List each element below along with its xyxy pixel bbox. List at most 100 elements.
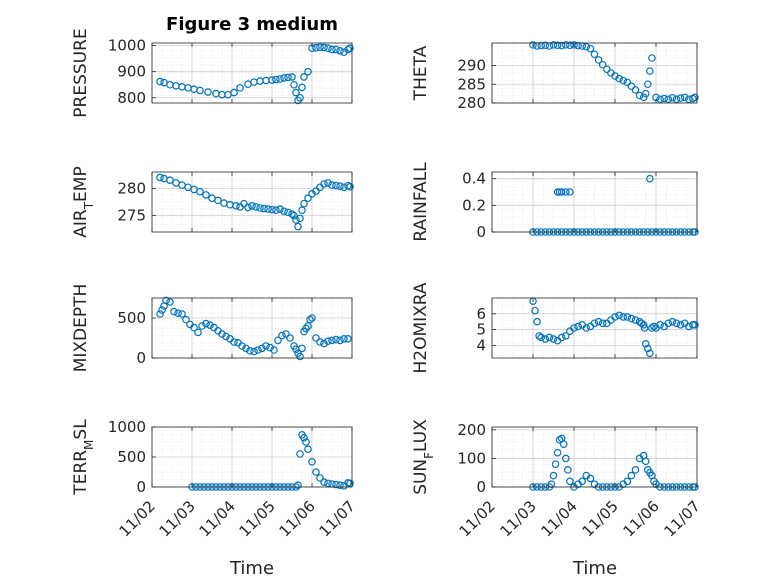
data-point <box>561 41 570 49</box>
y-axis-label-subscript: F <box>422 452 436 459</box>
data-point <box>639 93 648 102</box>
data-point <box>641 89 650 98</box>
data-point <box>549 41 558 49</box>
subplot-mixdepth: 0 500 MIXDEPTH <box>71 284 353 372</box>
data-point <box>214 196 222 205</box>
data-point <box>244 203 252 212</box>
data-point <box>574 41 582 50</box>
data-point <box>549 471 558 480</box>
data-point <box>346 44 354 53</box>
data-point <box>312 43 320 52</box>
data-point <box>312 187 320 195</box>
subplot-terr-msl: 0 500 1000 TERRMSL <box>71 418 354 496</box>
data-point <box>194 328 202 337</box>
data-point <box>586 44 595 53</box>
subplot-air-temp: 275 280 AIRTEMP <box>71 166 354 238</box>
data-point <box>300 199 308 208</box>
y-tick-label: 5 <box>476 321 486 339</box>
data-point <box>555 436 564 444</box>
data-point <box>218 330 226 338</box>
data-point <box>252 203 260 211</box>
data-point <box>320 180 328 188</box>
data-point <box>660 94 669 103</box>
data-point <box>294 222 302 231</box>
data-point <box>202 191 210 199</box>
data-point <box>304 194 312 202</box>
data-point <box>292 216 300 224</box>
data-point <box>312 468 320 476</box>
data-point <box>272 206 280 214</box>
data-point <box>196 86 204 95</box>
data-point <box>689 321 697 329</box>
data-point <box>266 343 274 352</box>
axes-box <box>151 171 353 233</box>
data-point <box>236 84 244 92</box>
data-point <box>648 324 656 332</box>
data-point <box>619 76 628 85</box>
data-point <box>302 438 310 446</box>
y-tick-label: 0.2 <box>462 196 486 214</box>
axes-box <box>491 297 698 359</box>
data-point <box>646 67 654 75</box>
data-point <box>340 334 348 343</box>
data-point <box>643 80 652 89</box>
y-tick-label: 900 <box>117 63 146 81</box>
y-tick-label: 0.4 <box>462 170 486 188</box>
data-point <box>296 93 304 102</box>
y-axis-label-part: SUN <box>411 459 431 495</box>
y-axis-label-subscript: T <box>82 201 96 210</box>
data-point <box>166 298 174 306</box>
data-point <box>324 44 332 53</box>
data-point <box>561 454 570 463</box>
data-point <box>640 324 649 332</box>
data-point <box>242 344 250 353</box>
data-point <box>246 346 254 355</box>
data-point <box>166 176 174 184</box>
axes-box <box>491 171 698 233</box>
data-point <box>598 60 607 69</box>
data-point <box>304 67 312 76</box>
y-tick-label: 285 <box>457 75 486 93</box>
y-tick-label: 200 <box>457 421 486 439</box>
data-point <box>158 306 166 314</box>
data-point <box>531 306 539 315</box>
data-point <box>332 480 340 489</box>
data-point <box>691 93 699 102</box>
y-tick-label: 290 <box>457 57 486 75</box>
y-axis-label-part: LUX <box>411 419 431 452</box>
data-point <box>586 474 595 483</box>
data-point <box>561 332 570 340</box>
y-tick-label: 500 <box>117 448 146 466</box>
data-point <box>537 41 546 50</box>
data-point <box>308 314 316 322</box>
axes-box <box>491 42 698 104</box>
data-point <box>280 74 288 82</box>
data-point <box>182 315 190 324</box>
data-point <box>623 477 632 486</box>
y-tick-label: 0 <box>136 349 146 367</box>
y-axis-label: AIRTEMP <box>71 166 96 237</box>
y-tick-label: 4 <box>476 336 486 354</box>
data-point <box>646 174 654 183</box>
data-point <box>336 182 344 190</box>
data-point <box>615 74 623 83</box>
data-point <box>240 199 248 208</box>
data-point <box>162 296 170 305</box>
data-point <box>296 214 304 223</box>
data-point <box>174 309 182 318</box>
data-point <box>570 41 578 49</box>
data-point <box>248 202 256 210</box>
data-point <box>664 95 673 104</box>
data-point <box>566 41 574 50</box>
y-axis-label-part: TERR <box>71 450 91 496</box>
data-point <box>541 41 550 50</box>
data-point <box>578 477 587 486</box>
subplot-rainfall: 0 0.2 0.4 RAINFALL <box>411 162 699 242</box>
data-point <box>198 322 206 330</box>
data-point <box>306 315 314 324</box>
data-point <box>258 344 266 353</box>
data-point <box>590 50 599 59</box>
data-point <box>664 319 673 328</box>
data-point <box>264 205 272 213</box>
data-point <box>533 317 541 326</box>
